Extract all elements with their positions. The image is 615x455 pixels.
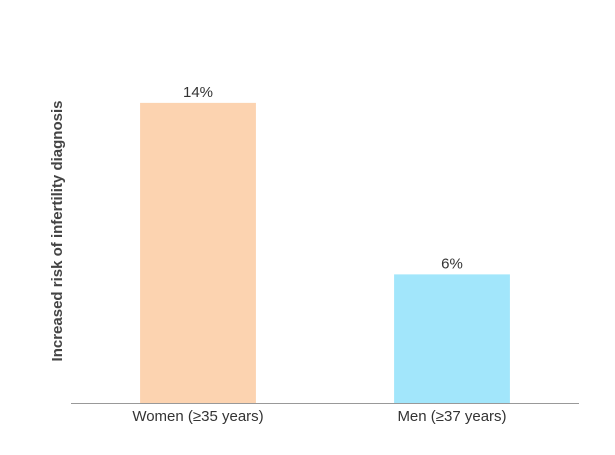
x-tick-label: Women (≥35 years) (132, 408, 263, 425)
value-label: 14% (183, 84, 213, 101)
value-label: 6% (441, 255, 463, 272)
bar (140, 102, 256, 403)
x-tick-label: Men (≥37 years) (397, 408, 506, 425)
bar (394, 274, 510, 403)
y-axis-label: Increased risk of infertility diagnosis (49, 101, 66, 362)
